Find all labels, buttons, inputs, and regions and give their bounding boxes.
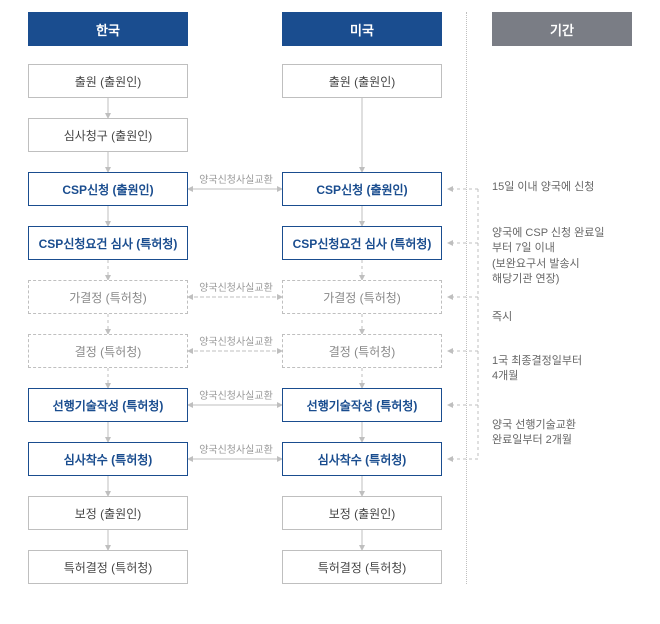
us-cspreview: CSP신청요건 심사 (특허청) [282,226,442,260]
exchange-label-7: 양국신청사실교환 [196,441,276,456]
exchange-label-2: 양국신청사실교환 [196,171,276,186]
us-prov: 가결정 (특허청) [282,280,442,314]
header-period: 기간 [492,12,632,46]
kr-req: 심사청구 (출원인) [28,118,188,152]
kr-app: 출원 (출원인) [28,64,188,98]
kr-csp: CSP신청 (출원인) [28,172,188,206]
us-amend: 보정 (출원인) [282,496,442,530]
kr-amend: 보정 (출원인) [28,496,188,530]
us-exam: 심사착수 (특허청) [282,442,442,476]
header-korea: 한국 [28,12,188,46]
us-prior: 선행기술작성 (특허청) [282,388,442,422]
kr-prov: 가결정 (특허청) [28,280,188,314]
kr-exam: 심사착수 (특허청) [28,442,188,476]
kr-final: 결정 (특허청) [28,334,188,368]
header-usa: 미국 [282,12,442,46]
period-p5: 양국 선행기술교환 완료일부터 2개월 [492,418,622,449]
kr-grant: 특허결정 (특허청) [28,550,188,584]
exchange-label-4: 양국신청사실교환 [196,279,276,294]
period-p4: 1국 최종결정일부터 4개월 [492,354,622,385]
exchange-label-5: 양국신청사실교환 [196,333,276,348]
exchange-label-6: 양국신청사실교환 [196,387,276,402]
us-final: 결정 (특허청) [282,334,442,368]
period-p1: 15일 이내 양국에 신청 [492,180,622,195]
us-app: 출원 (출원인) [282,64,442,98]
us-csp: CSP신청 (출원인) [282,172,442,206]
kr-cspreview: CSP신청요건 심사 (특허청) [28,226,188,260]
period-separator [466,12,467,584]
us-grant: 특허결정 (특허청) [282,550,442,584]
kr-prior: 선행기술작성 (특허청) [28,388,188,422]
period-p2: 양국에 CSP 신청 완료일 부터 7일 이내 (보완요구서 발송시 해당기관 … [492,226,622,288]
period-p3: 즉시 [492,310,622,325]
